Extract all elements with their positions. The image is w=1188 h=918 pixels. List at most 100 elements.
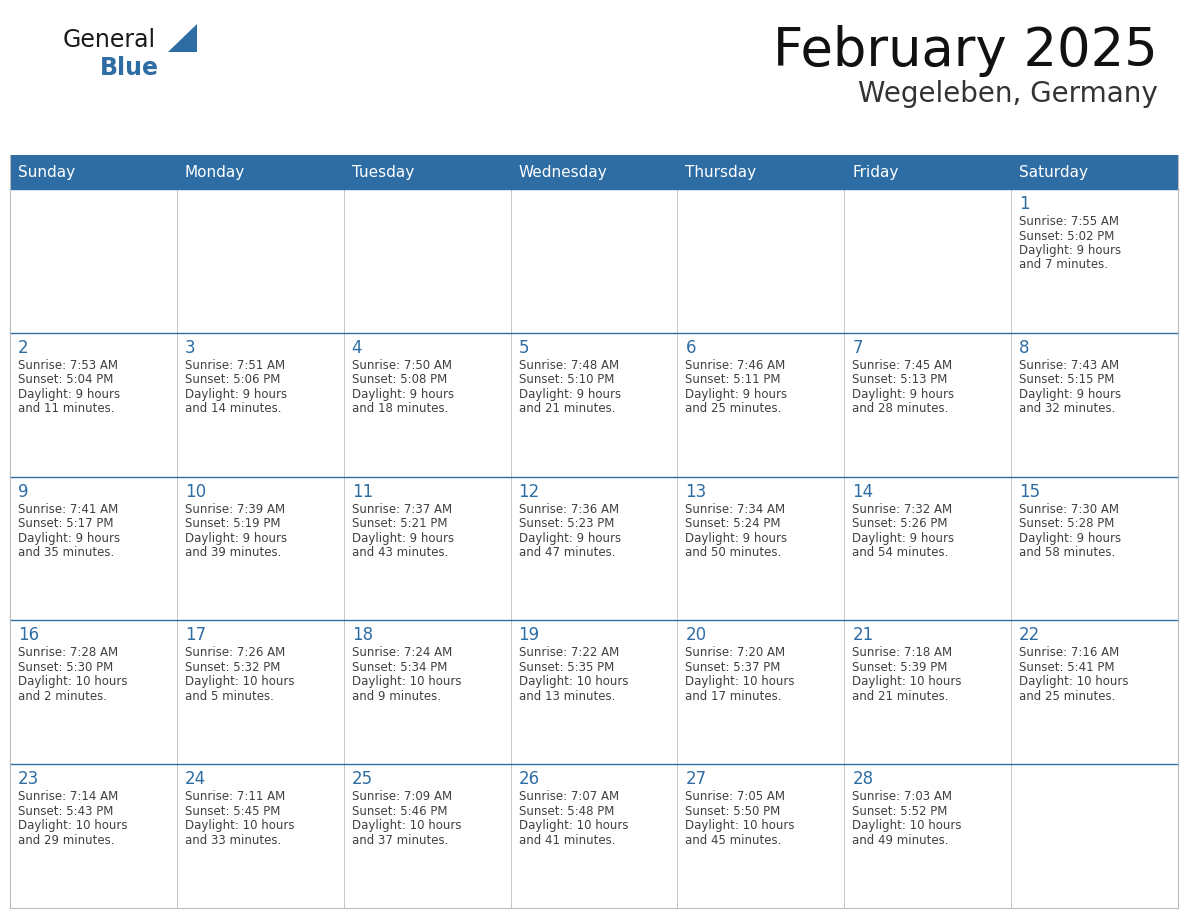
Text: 19: 19 [519, 626, 539, 644]
Text: Daylight: 10 hours: Daylight: 10 hours [352, 819, 461, 833]
Text: Daylight: 10 hours: Daylight: 10 hours [18, 819, 127, 833]
Text: Sunrise: 7:03 AM: Sunrise: 7:03 AM [852, 790, 953, 803]
Text: Sunset: 5:35 PM: Sunset: 5:35 PM [519, 661, 614, 674]
Text: Sunset: 5:30 PM: Sunset: 5:30 PM [18, 661, 113, 674]
Bar [177, 476, 343, 621]
Text: Daylight: 9 hours: Daylight: 9 hours [519, 387, 620, 401]
Text: Sunset: 5:10 PM: Sunset: 5:10 PM [519, 374, 614, 386]
Text: Sunrise: 7:48 AM: Sunrise: 7:48 AM [519, 359, 619, 372]
Bar [177, 333, 343, 476]
Text: Sunset: 5:46 PM: Sunset: 5:46 PM [352, 805, 447, 818]
Text: and 39 minutes.: and 39 minutes. [185, 546, 282, 559]
Text: and 5 minutes.: and 5 minutes. [185, 690, 273, 703]
Bar [1011, 189, 1178, 333]
Bar [10, 621, 177, 764]
Text: Sunset: 5:37 PM: Sunset: 5:37 PM [685, 661, 781, 674]
Bar [845, 333, 1011, 476]
Text: Sunrise: 7:45 AM: Sunrise: 7:45 AM [852, 359, 953, 372]
Text: and 25 minutes.: and 25 minutes. [1019, 690, 1116, 703]
Text: Sunset: 5:06 PM: Sunset: 5:06 PM [185, 374, 280, 386]
Text: Daylight: 9 hours: Daylight: 9 hours [1019, 532, 1121, 544]
Text: 21: 21 [852, 626, 873, 644]
Text: and 21 minutes.: and 21 minutes. [852, 690, 949, 703]
Text: Sunrise: 7:09 AM: Sunrise: 7:09 AM [352, 790, 451, 803]
Text: Sunset: 5:04 PM: Sunset: 5:04 PM [18, 374, 113, 386]
Text: Daylight: 9 hours: Daylight: 9 hours [185, 387, 287, 401]
Bar [1011, 621, 1178, 764]
Text: 25: 25 [352, 770, 373, 789]
Text: Daylight: 9 hours: Daylight: 9 hours [1019, 244, 1121, 257]
Text: and 7 minutes.: and 7 minutes. [1019, 259, 1108, 272]
Text: Daylight: 10 hours: Daylight: 10 hours [185, 819, 295, 833]
Text: 3: 3 [185, 339, 196, 357]
Text: and 18 minutes.: and 18 minutes. [352, 402, 448, 415]
Bar [10, 155, 1178, 189]
Bar [677, 333, 845, 476]
Text: Sunset: 5:21 PM: Sunset: 5:21 PM [352, 517, 447, 530]
Text: Sunrise: 7:05 AM: Sunrise: 7:05 AM [685, 790, 785, 803]
Text: 1: 1 [1019, 195, 1030, 213]
Text: Sunset: 5:11 PM: Sunset: 5:11 PM [685, 374, 781, 386]
Text: Sunset: 5:50 PM: Sunset: 5:50 PM [685, 805, 781, 818]
Text: Daylight: 9 hours: Daylight: 9 hours [352, 387, 454, 401]
Text: Sunrise: 7:30 AM: Sunrise: 7:30 AM [1019, 502, 1119, 516]
Text: and 49 minutes.: and 49 minutes. [852, 834, 949, 846]
Text: Sunrise: 7:28 AM: Sunrise: 7:28 AM [18, 646, 118, 659]
Text: Sunrise: 7:22 AM: Sunrise: 7:22 AM [519, 646, 619, 659]
Text: February 2025: February 2025 [773, 25, 1158, 77]
Bar [1011, 333, 1178, 476]
Text: Friday: Friday [852, 164, 898, 180]
Text: Sunset: 5:17 PM: Sunset: 5:17 PM [18, 517, 114, 530]
Text: and 17 minutes.: and 17 minutes. [685, 690, 782, 703]
Bar [177, 764, 343, 908]
Text: General: General [63, 28, 156, 52]
Bar [10, 189, 177, 333]
Bar [1011, 476, 1178, 621]
Text: 17: 17 [185, 626, 206, 644]
Bar [511, 189, 677, 333]
Text: Sunrise: 7:51 AM: Sunrise: 7:51 AM [185, 359, 285, 372]
Text: Sunset: 5:28 PM: Sunset: 5:28 PM [1019, 517, 1114, 530]
Text: Sunset: 5:08 PM: Sunset: 5:08 PM [352, 374, 447, 386]
Text: 28: 28 [852, 770, 873, 789]
Text: Sunrise: 7:14 AM: Sunrise: 7:14 AM [18, 790, 119, 803]
Text: Daylight: 10 hours: Daylight: 10 hours [852, 676, 962, 688]
Text: and 32 minutes.: and 32 minutes. [1019, 402, 1116, 415]
Text: Sunset: 5:26 PM: Sunset: 5:26 PM [852, 517, 948, 530]
Text: Daylight: 9 hours: Daylight: 9 hours [852, 387, 954, 401]
Text: 13: 13 [685, 483, 707, 500]
Text: Sunset: 5:13 PM: Sunset: 5:13 PM [852, 374, 948, 386]
Text: Wednesday: Wednesday [519, 164, 607, 180]
Text: Sunset: 5:48 PM: Sunset: 5:48 PM [519, 805, 614, 818]
Text: 6: 6 [685, 339, 696, 357]
Text: Daylight: 10 hours: Daylight: 10 hours [685, 819, 795, 833]
Text: Sunset: 5:41 PM: Sunset: 5:41 PM [1019, 661, 1114, 674]
Text: and 21 minutes.: and 21 minutes. [519, 402, 615, 415]
Text: 26: 26 [519, 770, 539, 789]
Text: 9: 9 [18, 483, 29, 500]
Text: Daylight: 9 hours: Daylight: 9 hours [18, 387, 120, 401]
Text: 24: 24 [185, 770, 206, 789]
Text: Wegeleben, Germany: Wegeleben, Germany [858, 80, 1158, 108]
Text: and 50 minutes.: and 50 minutes. [685, 546, 782, 559]
Text: Daylight: 10 hours: Daylight: 10 hours [852, 819, 962, 833]
Text: Sunrise: 7:34 AM: Sunrise: 7:34 AM [685, 502, 785, 516]
Text: Sunset: 5:15 PM: Sunset: 5:15 PM [1019, 374, 1114, 386]
Text: Sunrise: 7:07 AM: Sunrise: 7:07 AM [519, 790, 619, 803]
Text: Sunset: 5:52 PM: Sunset: 5:52 PM [852, 805, 948, 818]
Bar [10, 764, 177, 908]
Text: Sunset: 5:45 PM: Sunset: 5:45 PM [185, 805, 280, 818]
Text: Daylight: 10 hours: Daylight: 10 hours [18, 676, 127, 688]
Text: Sunrise: 7:20 AM: Sunrise: 7:20 AM [685, 646, 785, 659]
Text: Sunset: 5:34 PM: Sunset: 5:34 PM [352, 661, 447, 674]
Text: and 58 minutes.: and 58 minutes. [1019, 546, 1116, 559]
Text: 7: 7 [852, 339, 862, 357]
Text: Daylight: 10 hours: Daylight: 10 hours [185, 676, 295, 688]
Bar [845, 764, 1011, 908]
Text: and 37 minutes.: and 37 minutes. [352, 834, 448, 846]
Text: Sunrise: 7:24 AM: Sunrise: 7:24 AM [352, 646, 451, 659]
Text: and 45 minutes.: and 45 minutes. [685, 834, 782, 846]
Text: and 43 minutes.: and 43 minutes. [352, 546, 448, 559]
Text: 23: 23 [18, 770, 39, 789]
Bar [845, 189, 1011, 333]
